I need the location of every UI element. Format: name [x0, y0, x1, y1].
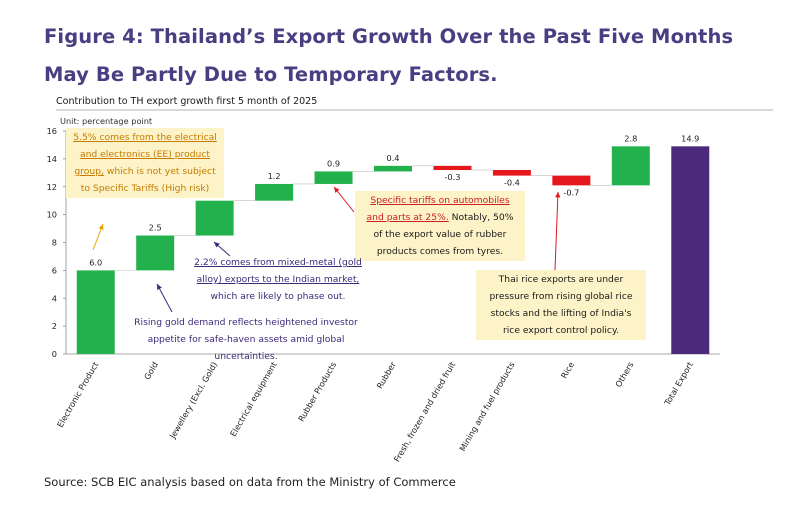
category-label: Mining and fuel products — [457, 360, 516, 453]
annotation-jewellery: 2.2% comes from mixed-metal (gold alloy)… — [192, 254, 364, 305]
bar — [492, 170, 531, 176]
annotation-electronics-text: which is not yet subject to Specific Tar… — [80, 166, 216, 194]
category-label: Jewellery (Excl. Gold) — [167, 360, 219, 441]
annotation-electronics-highlight: 5.5% comes from the electrical and elect… — [73, 132, 217, 177]
bar — [76, 270, 115, 354]
category-label: Fresh, frozen and dried fruit — [392, 359, 458, 463]
y-tick-label: 12 — [47, 182, 57, 192]
category-label: Rubber — [374, 359, 398, 390]
y-tick-label: 16 — [47, 126, 57, 136]
category-label: Rice — [559, 360, 576, 380]
y-tick-label: 14 — [47, 154, 57, 164]
category-label: Electrical equipment — [228, 359, 279, 438]
bar — [671, 146, 710, 354]
figure-title: Figure 4: Thailand’s Export Growth Over … — [44, 25, 734, 86]
bar — [374, 165, 412, 172]
bar — [255, 183, 294, 201]
source-note: Source: SCB EIC analysis based on data f… — [44, 475, 456, 489]
y-tick-label: 8 — [52, 238, 57, 248]
value-label: 2.5 — [149, 223, 162, 233]
annotation-electronics: 5.5% comes from the electrical and elect… — [66, 128, 224, 198]
annotation-rubber-highlight: Specific tariffs on automobiles and part… — [366, 195, 510, 223]
bar — [136, 235, 175, 271]
value-label: 1.2 — [268, 171, 281, 181]
annotation-rubber-text: Notably, 50% of the export value of rubb… — [373, 212, 514, 257]
value-label: -0.7 — [563, 187, 579, 197]
value-label: 14.9 — [681, 133, 699, 143]
callout-arrow-electronics-head — [98, 224, 104, 230]
annotation-gold: Rising gold demand reflects heightened i… — [120, 314, 372, 365]
annotation-jewellery-text: which are likely to phase out. — [210, 291, 346, 302]
category-label: Electronic Product — [55, 359, 101, 429]
bar — [195, 200, 234, 236]
category-label: Rubber Products — [296, 360, 338, 423]
bar — [314, 171, 353, 184]
y-tick-label: 6 — [52, 265, 57, 275]
annotation-rice: Thai rice exports are under pressure fro… — [476, 270, 646, 340]
category-label: Others — [613, 360, 635, 389]
callout-arrow-gold-head — [157, 284, 162, 290]
category-label: Total Export — [662, 359, 696, 408]
y-tick-label: 0 — [52, 349, 57, 359]
waterfall-chart: Contribution to TH export growth first 5… — [47, 96, 773, 464]
annotation-rubber-products: Specific tariffs on automobiles and part… — [355, 191, 525, 261]
callout-arrow-rubber-products-head — [334, 187, 340, 193]
annotation-jewellery-highlight: 2.2% comes from mixed-metal (gold alloy)… — [194, 257, 362, 285]
bar — [611, 146, 650, 186]
bar-layer: 6.02.52.51.20.90.4-0.3-0.4-0.72.814.9 — [76, 133, 710, 354]
chart-title: Contribution to TH export growth first 5… — [56, 96, 317, 107]
value-label: 0.9 — [327, 158, 340, 168]
value-label: -0.3 — [444, 172, 460, 182]
bar — [552, 175, 591, 186]
callout-arrow-jewellery-head — [214, 242, 220, 248]
unit-label: Unit: percentage point — [60, 116, 153, 126]
callout-arrow-rice-head — [555, 192, 561, 198]
annotation-gold-text: Rising gold demand reflects heightened i… — [134, 317, 358, 362]
value-label: 0.4 — [386, 153, 399, 163]
bar — [433, 165, 472, 171]
value-label: -0.4 — [504, 178, 520, 188]
callout-arrow-rice — [554, 191, 559, 271]
value-label: 6.0 — [89, 257, 102, 267]
annotation-rice-text: Thai rice exports are under pressure fro… — [489, 274, 633, 336]
callout-layer — [92, 186, 561, 313]
y-tick-label: 2 — [52, 321, 57, 331]
y-tick-label: 4 — [52, 293, 57, 303]
value-label: 2.8 — [624, 133, 637, 143]
y-tick-label: 10 — [47, 210, 57, 220]
